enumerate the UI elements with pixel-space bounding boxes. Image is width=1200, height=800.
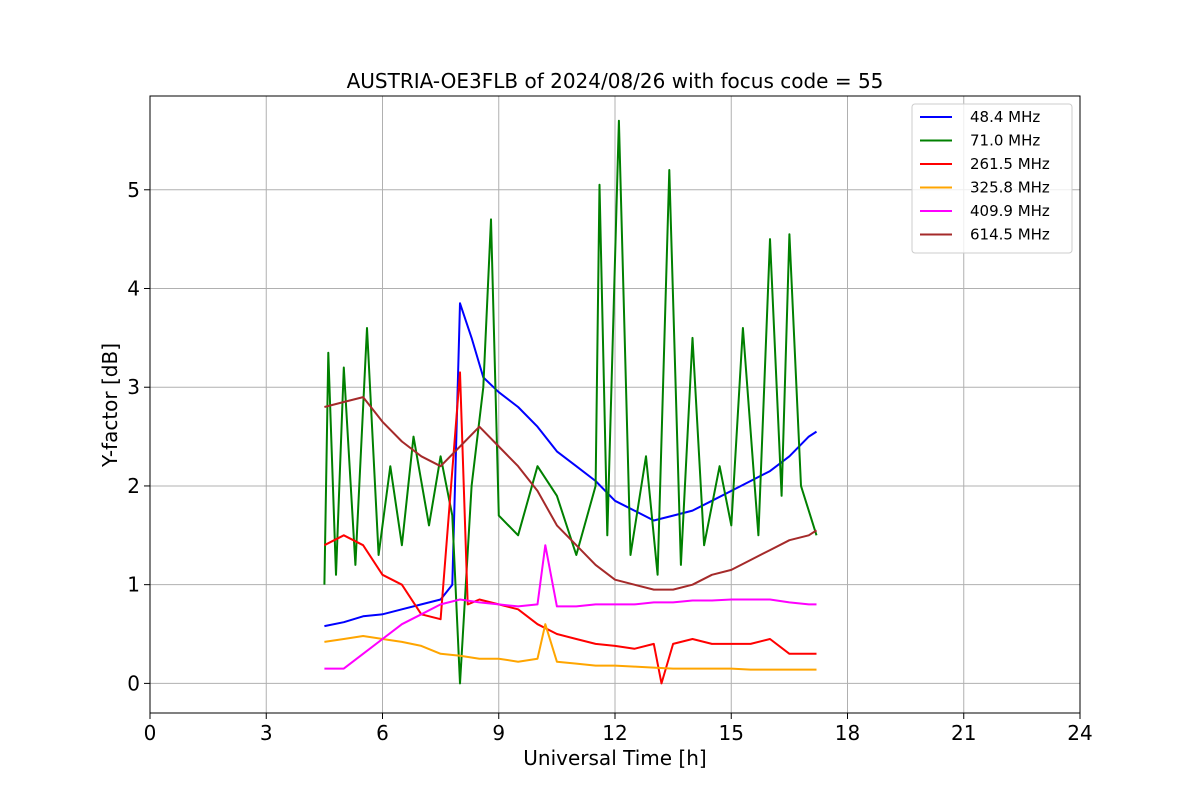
x-tick-label: 18 [835,721,860,745]
chart-title: AUSTRIA-OE3FLB of 2024/08/26 with focus … [347,69,884,93]
x-axis-label: Universal Time [h] [523,746,706,770]
legend-label: 71.0 MHz [970,132,1040,150]
x-tick-label: 6 [376,721,389,745]
x-tick-label: 12 [602,721,627,745]
y-tick-label: 1 [127,573,140,597]
legend: 48.4 MHz 71.0 MHz 261.5 MHz 325.8 MHz 409.9… [911,103,1073,254]
legend-label: 48.4 MHz [970,108,1040,126]
legend-label: 614.5 MHz [970,226,1050,244]
y-axis-label: Y-factor [dB] [98,343,122,468]
x-tick-label: 21 [951,721,976,745]
y-tick-label: 5 [127,178,140,202]
legend-label: 409.9 MHz [970,202,1050,220]
x-tick-label: 9 [492,721,505,745]
y-tick-label: 4 [127,277,140,301]
y-tick-label: 0 [127,671,140,695]
legend-label: 261.5 MHz [970,155,1050,173]
x-tick-label: 3 [260,721,273,745]
y-tick-label: 2 [127,474,140,498]
plot-series-group [323,119,818,685]
series-line-5 [324,544,817,670]
series-line-6 [324,396,818,591]
legend-label: 325.8 MHz [970,179,1050,197]
y-tick-label: 3 [127,375,140,399]
series-line-3 [323,371,817,685]
series-line-4 [324,623,817,671]
x-tick-label: 15 [719,721,744,745]
x-tick-label: 24 [1067,721,1092,745]
series-line-2 [323,119,818,685]
x-tick-label: 0 [144,721,157,745]
